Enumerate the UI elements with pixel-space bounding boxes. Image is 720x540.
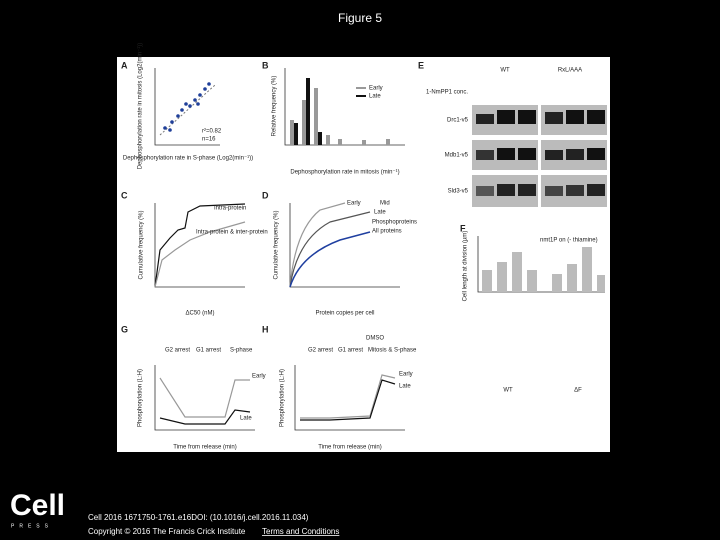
- annotation: G2 arrest: [165, 348, 190, 354]
- axes: [154, 365, 255, 431]
- panel-label: E: [418, 60, 424, 70]
- panel-label: A: [121, 60, 128, 70]
- y-axis-label: Dephosphorylation rate in mitosis (Log2(…: [138, 43, 144, 170]
- annotation: Phosphoproteins: [372, 220, 417, 226]
- x-axis-label: Dephosphorylation rate in S-phase (Log2(…: [123, 156, 253, 162]
- group-label: WT: [503, 388, 513, 394]
- annotation: All proteins: [372, 229, 402, 235]
- axes: [477, 236, 605, 293]
- regression-line: [159, 84, 216, 136]
- y-axis-label: Relative frequency (%): [272, 76, 278, 137]
- curve: [154, 221, 246, 288]
- scatter-points: [163, 82, 211, 132]
- annotation: S-phase: [230, 348, 253, 354]
- row-label: 1-NmPP1 conc.: [426, 90, 468, 96]
- annotation: r²=0.82: [202, 129, 222, 135]
- annotation: nmt1P on (- thiamine): [540, 238, 598, 244]
- axes: [294, 365, 405, 431]
- annotation: Early: [252, 374, 266, 380]
- curve: [300, 379, 396, 421]
- panel-label: F: [460, 223, 466, 233]
- row-label: Mdb1-v5: [445, 153, 469, 159]
- curve: [289, 231, 371, 288]
- group-label: RxL/AAA: [558, 68, 582, 74]
- curve: [154, 203, 246, 288]
- figure: A Dephosphorylation rate in mitosis (Log…: [117, 43, 610, 452]
- blots: [472, 105, 607, 207]
- panel-label: H: [262, 324, 269, 334]
- y-axis-label: Cumulative frequency (%): [139, 210, 145, 279]
- x-axis-label: ΔC50 (nM): [185, 311, 214, 317]
- histogram-bars: [290, 78, 390, 145]
- annotation: Intra-protein: [214, 206, 246, 212]
- annotation: Late: [240, 416, 252, 422]
- x-axis-label: Time from release (min): [318, 445, 381, 451]
- legend-label: Late: [369, 94, 381, 100]
- logo-sub: PRESS: [11, 523, 53, 529]
- slide-title: Figure 5: [338, 11, 382, 25]
- axes: [154, 68, 220, 146]
- terms-link-text[interactable]: Terms and Conditions: [262, 527, 339, 536]
- curve: [159, 377, 250, 418]
- annotation: Early: [347, 201, 361, 207]
- x-axis-label: Dephosphorylation rate in mitosis (min⁻¹…: [290, 170, 399, 176]
- annotation: G2 arrest: [308, 348, 333, 354]
- annotation: DMSO: [366, 336, 384, 342]
- curve: [300, 374, 396, 419]
- row-label: Sld3-v5: [448, 189, 469, 195]
- annotation: Late: [374, 210, 386, 216]
- curve: [289, 202, 346, 288]
- annotation: Intra-protein & inter-protein: [196, 230, 268, 236]
- panel-label: D: [262, 190, 269, 200]
- copyright: Copyright © 2016 The Francis Crick Insti…: [88, 527, 246, 536]
- annotation: Early: [399, 372, 413, 378]
- annotation: Late: [399, 384, 411, 390]
- annotation: G1 arrest: [338, 348, 363, 354]
- legend-label: Early: [369, 86, 383, 92]
- x-axis-label: Protein copies per cell: [315, 311, 374, 317]
- curve: [159, 409, 251, 425]
- panel-label: B: [262, 60, 269, 70]
- annotation: G1 arrest: [196, 348, 221, 354]
- row-label: Drc1-v5: [447, 118, 469, 124]
- group-label: WT: [500, 68, 510, 74]
- bars: [482, 247, 605, 292]
- annotation: Mitosis & S-phase: [368, 348, 417, 354]
- curve: [289, 211, 371, 288]
- panel-label: C: [121, 190, 128, 200]
- group-label: ΔF: [574, 388, 582, 394]
- y-axis-label: Phosphorylation (L:H): [138, 369, 144, 427]
- logo: Cell: [10, 489, 65, 522]
- citation: Cell 2016 1671750-1761.e16DOI: (10.1016/…: [88, 513, 309, 522]
- y-axis-label: Phosphorylation (L:H): [280, 369, 286, 427]
- annotation: Mid: [380, 201, 390, 207]
- y-axis-label: Cumulative frequency (%): [274, 210, 280, 279]
- x-axis-label: Time from release (min): [173, 445, 236, 451]
- y-axis-label: Cell length at division (µm): [463, 231, 469, 302]
- panel-label: G: [121, 324, 128, 334]
- terms-link[interactable]: Terms and Conditions: [262, 527, 339, 536]
- annotation: n=16: [202, 137, 216, 143]
